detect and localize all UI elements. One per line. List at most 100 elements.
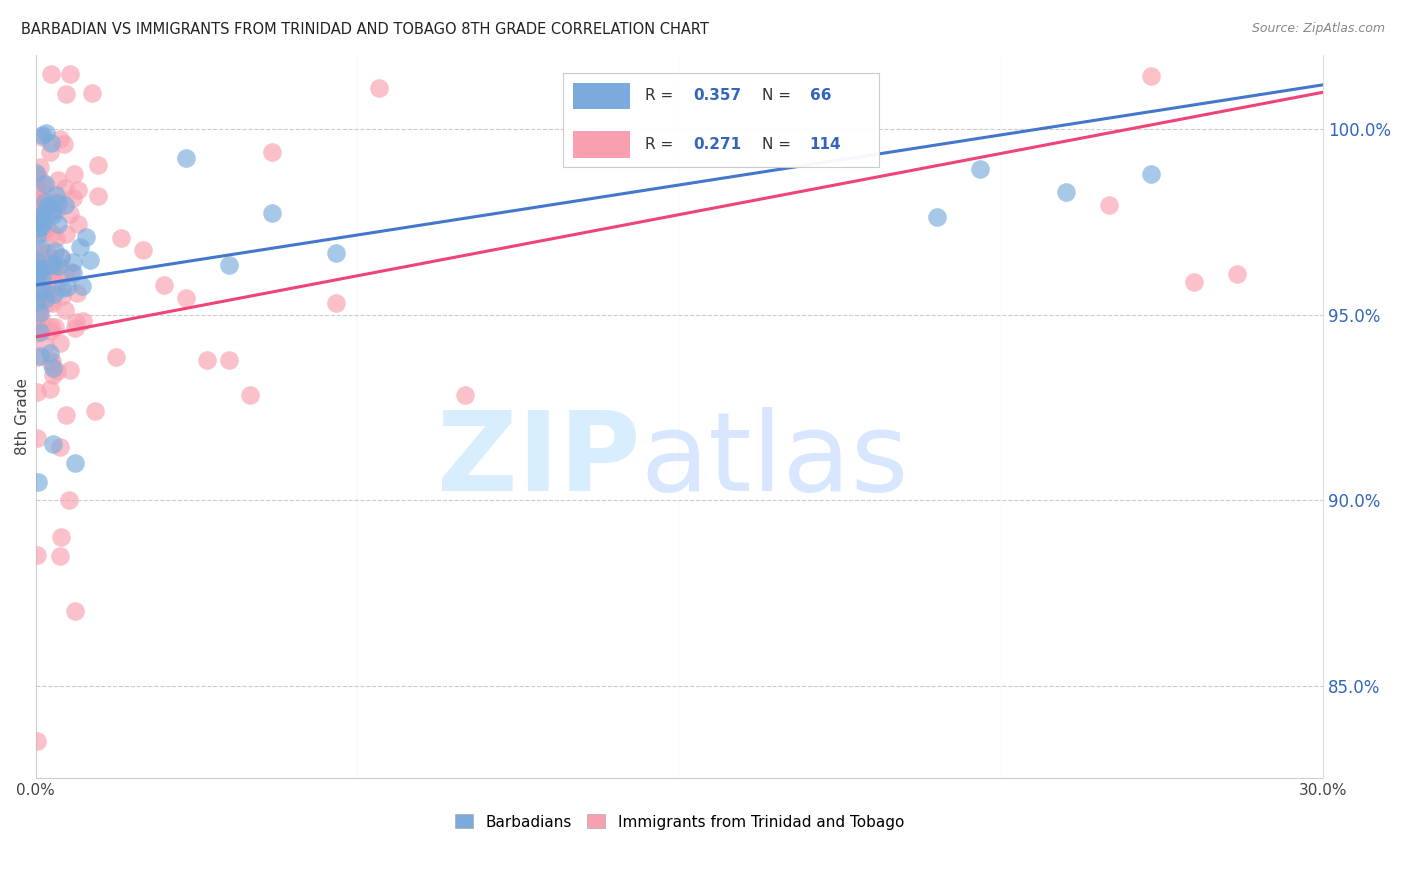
Point xyxy=(44,264,66,278)
Point xyxy=(59,265,82,279)
Point xyxy=(25,548,48,562)
Point xyxy=(28,223,51,237)
Point xyxy=(37,245,59,260)
Point xyxy=(35,126,58,140)
Point xyxy=(25,268,48,282)
Point xyxy=(35,263,58,277)
Point xyxy=(25,253,48,268)
Point xyxy=(30,220,52,235)
Point xyxy=(41,266,63,280)
Point xyxy=(104,350,127,364)
Point xyxy=(55,87,77,102)
Point xyxy=(44,286,66,301)
Point xyxy=(46,363,69,377)
Point xyxy=(25,266,48,280)
Point xyxy=(1182,275,1205,289)
Point xyxy=(37,187,59,202)
Point xyxy=(63,167,86,181)
Point xyxy=(49,251,72,265)
Point xyxy=(454,388,477,402)
Point xyxy=(59,67,82,81)
Point xyxy=(34,194,56,209)
Point xyxy=(34,288,56,302)
Point xyxy=(87,158,110,172)
Point xyxy=(27,303,49,318)
Point xyxy=(39,145,62,159)
Point xyxy=(28,210,51,224)
Text: ZIP: ZIP xyxy=(437,407,641,514)
Point xyxy=(153,278,176,293)
Point xyxy=(62,190,84,204)
Point xyxy=(27,321,49,335)
Point xyxy=(25,270,48,285)
Point xyxy=(37,200,59,214)
Point xyxy=(25,194,48,209)
Point xyxy=(41,226,63,240)
Point xyxy=(260,206,283,220)
Point xyxy=(25,261,48,276)
Point xyxy=(38,295,60,310)
Point xyxy=(55,302,77,317)
Point xyxy=(31,226,53,240)
Point xyxy=(25,734,48,748)
Point xyxy=(1054,185,1077,199)
Point xyxy=(24,265,46,279)
Point xyxy=(25,229,48,244)
Point xyxy=(25,295,48,310)
Point xyxy=(38,382,60,396)
Point xyxy=(53,266,76,280)
Point xyxy=(66,184,89,198)
Point xyxy=(45,187,67,202)
Point xyxy=(31,314,53,328)
Point xyxy=(28,325,51,339)
Point xyxy=(46,259,69,273)
Point xyxy=(367,81,389,95)
Text: BARBADIAN VS IMMIGRANTS FROM TRINIDAD AND TOBAGO 8TH GRADE CORRELATION CHART: BARBADIAN VS IMMIGRANTS FROM TRINIDAD AN… xyxy=(21,22,709,37)
Point xyxy=(72,314,94,328)
Point xyxy=(42,208,65,222)
Point xyxy=(41,258,63,272)
Point xyxy=(325,295,347,310)
Point xyxy=(25,326,48,340)
Point xyxy=(45,230,67,244)
Point xyxy=(31,283,53,297)
Point xyxy=(79,252,101,267)
Point xyxy=(38,199,60,213)
Point xyxy=(25,431,48,445)
Point xyxy=(49,440,72,454)
Point xyxy=(1097,198,1119,212)
Point xyxy=(31,215,53,229)
Point xyxy=(24,166,46,180)
Point xyxy=(35,282,58,296)
Point xyxy=(62,266,84,280)
Point xyxy=(44,320,66,334)
Point xyxy=(30,241,52,255)
Point xyxy=(27,475,49,489)
Point xyxy=(32,245,55,260)
Point xyxy=(45,195,67,210)
Point xyxy=(52,136,75,151)
Point xyxy=(59,362,82,376)
Point xyxy=(28,264,51,278)
Point xyxy=(66,285,89,300)
Point xyxy=(46,217,69,231)
Point xyxy=(87,189,110,203)
Point xyxy=(41,252,63,266)
Point xyxy=(41,296,63,310)
Point xyxy=(28,209,51,223)
Point xyxy=(72,279,94,293)
Point xyxy=(49,250,72,264)
Point xyxy=(27,321,49,335)
Point xyxy=(66,217,89,231)
Point xyxy=(30,205,52,219)
Point xyxy=(41,354,63,368)
Point xyxy=(55,280,77,294)
Point xyxy=(84,404,107,418)
Point xyxy=(34,177,56,191)
Point xyxy=(41,268,63,283)
Point xyxy=(25,285,48,299)
Point xyxy=(28,307,51,321)
Point xyxy=(27,221,49,235)
Point xyxy=(53,180,76,194)
Point xyxy=(25,267,48,281)
